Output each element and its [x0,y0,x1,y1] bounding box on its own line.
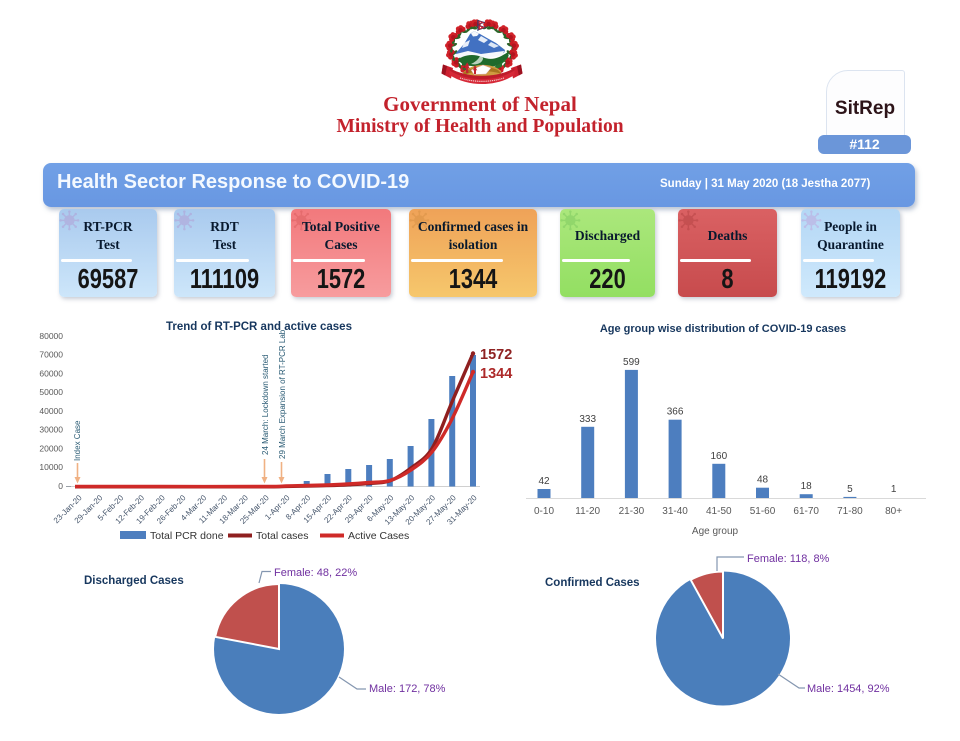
svg-text:Female: 118, 8%: Female: 118, 8% [747,553,830,565]
svg-text:40000: 40000 [39,406,63,416]
svg-text:30000: 30000 [39,425,63,435]
svg-text:0-10: 0-10 [534,506,554,517]
svg-text:599: 599 [623,357,640,368]
svg-text:11-20: 11-20 [575,506,600,517]
svg-text:41-50: 41-50 [706,506,732,517]
svg-text:29 March Expansion of RT-PCR L: 29 March Expansion of RT-PCR Lab [278,329,287,459]
svg-text:50000: 50000 [39,387,63,397]
svg-text:Total PCR done: Total PCR done [150,530,224,542]
svg-text:1572: 1572 [480,347,512,363]
svg-text:42: 42 [538,476,550,487]
svg-text:61-70: 61-70 [793,506,819,517]
svg-text:31-40: 31-40 [662,506,688,517]
svg-text:333: 333 [579,414,596,425]
svg-text:Female: 48, 22%: Female: 48, 22% [274,567,357,579]
svg-text:Male: 172, 78%: Male: 172, 78% [369,683,446,695]
svg-text:Total cases: Total cases [256,530,309,542]
svg-text:5: 5 [847,484,853,495]
svg-text:Confirmed Cases: Confirmed Cases [545,577,640,589]
svg-text:10000: 10000 [39,462,63,472]
svg-text:Age group: Age group [692,526,739,537]
svg-text:20000: 20000 [39,444,63,454]
svg-text:Active Cases: Active Cases [348,530,409,542]
svg-text:24 March: Lockdown started: 24 March: Lockdown started [261,355,270,456]
svg-text:Male: 1454, 92%: Male: 1454, 92% [807,683,890,695]
svg-text:80+: 80+ [885,506,902,517]
svg-text:366: 366 [667,407,684,418]
svg-text:160: 160 [710,451,727,462]
svg-text:18: 18 [801,481,813,492]
svg-text:48: 48 [757,475,769,486]
svg-text:21-30: 21-30 [619,506,645,517]
svg-text:80000: 80000 [39,331,63,341]
svg-text:Age group wise distribution of: Age group wise distribution of COVID-19 … [600,323,846,335]
svg-text:Discharged Cases: Discharged Cases [84,575,184,587]
svg-text:Index Case: Index Case [73,420,82,461]
svg-text:0: 0 [58,481,63,491]
svg-text:71-80: 71-80 [837,506,863,517]
svg-text:60000: 60000 [39,369,63,379]
svg-text:Trend of RT-PCR and active cas: Trend of RT-PCR and active cases [166,321,352,333]
svg-text:1344: 1344 [480,366,512,382]
svg-text:1: 1 [891,484,897,495]
svg-text:70000: 70000 [39,350,63,360]
svg-text:51-60: 51-60 [750,506,776,517]
